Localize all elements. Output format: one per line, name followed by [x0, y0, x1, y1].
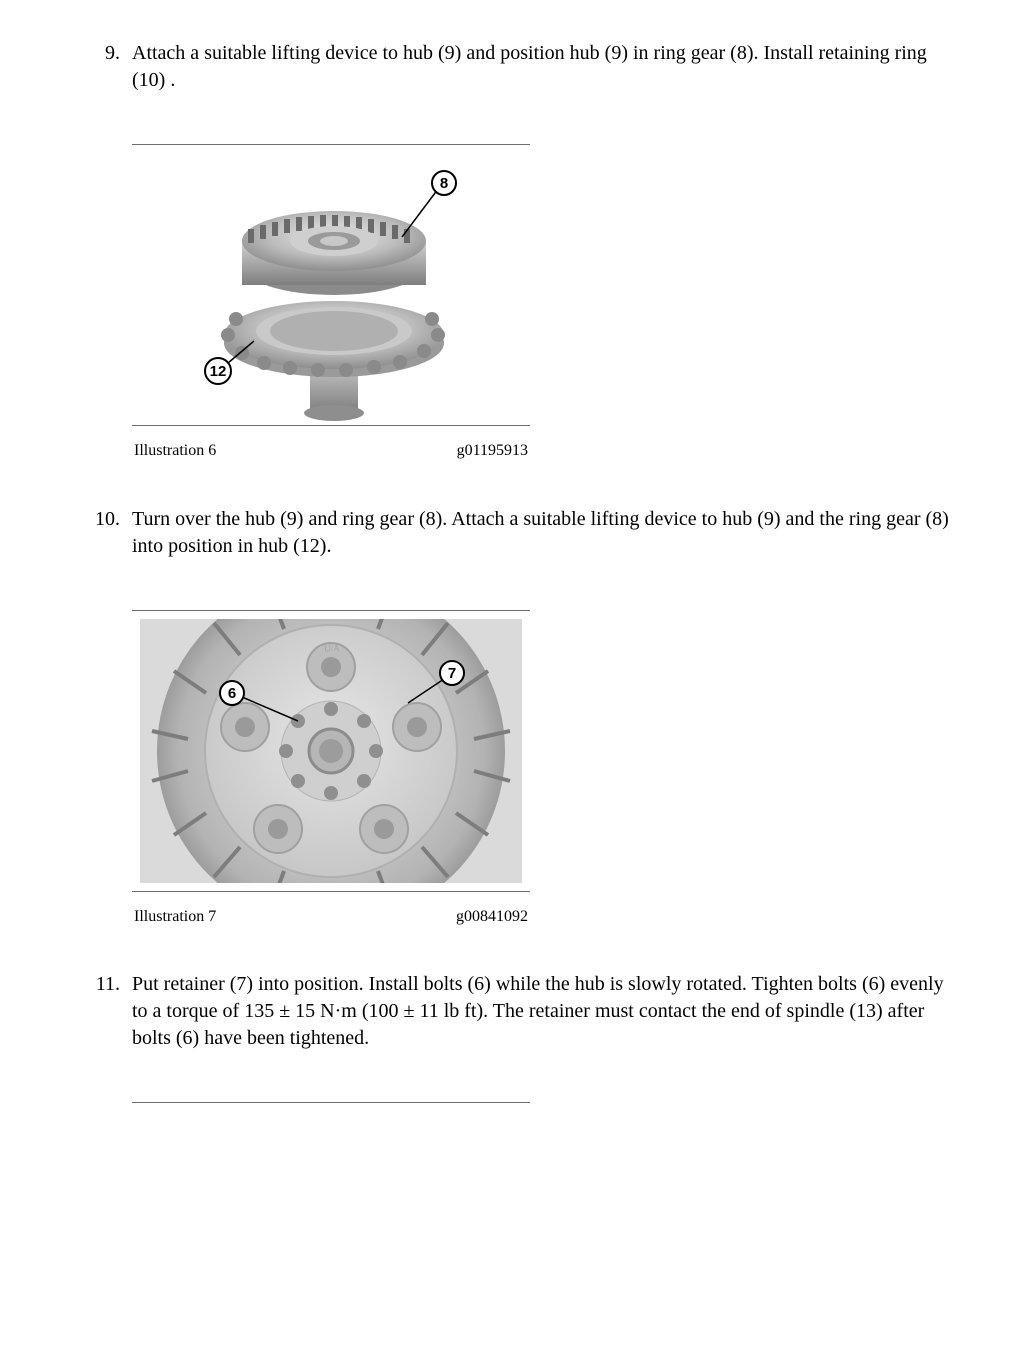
illustration-7-caption-left: Illustration 7	[134, 906, 216, 928]
illustration-6-caption-left: Illustration 6	[134, 440, 216, 462]
callout-8-label: 8	[440, 175, 448, 192]
step-9: 9. Attach a suitable lifting device to h…	[64, 40, 960, 94]
illustration-7-image: U/A 7 6	[132, 611, 530, 891]
step-11-number: 11.	[64, 971, 132, 1052]
svg-text:U/A: U/A	[324, 642, 341, 653]
illustration-7-block: U/A 7 6	[132, 610, 530, 928]
callout-7-label: 7	[448, 665, 456, 682]
step-10-number: 10.	[64, 506, 132, 560]
step-9-number: 9.	[64, 40, 132, 94]
illustration-6-caption-right: g01195913	[457, 440, 528, 462]
step-11: 11. Put retainer (7) into position. Inst…	[64, 971, 960, 1052]
callout-12-label: 12	[210, 363, 227, 380]
figure-rule	[132, 1102, 530, 1103]
page: 9. Attach a suitable lifting device to h…	[0, 0, 1024, 1351]
step-10-text: Turn over the hub (9) and ring gear (8).…	[132, 506, 960, 560]
callout-6-label: 6	[228, 685, 236, 702]
illustration-7-caption-right: g00841092	[456, 906, 528, 928]
step-9-text: Attach a suitable lifting device to hub …	[132, 40, 960, 94]
illustration-8-block-partial	[132, 1102, 530, 1103]
illustration-7-caption: Illustration 7 g00841092	[132, 892, 530, 928]
step-10: 10. Turn over the hub (9) and ring gear …	[64, 506, 960, 560]
illustration-6-caption: Illustration 6 g01195913	[132, 426, 530, 462]
illustration-6-image: 8 12	[132, 145, 530, 425]
illustration-6-block: 8 12 Illustration 6 g01195913	[132, 144, 530, 462]
step-11-text: Put retainer (7) into position. Install …	[132, 971, 960, 1052]
